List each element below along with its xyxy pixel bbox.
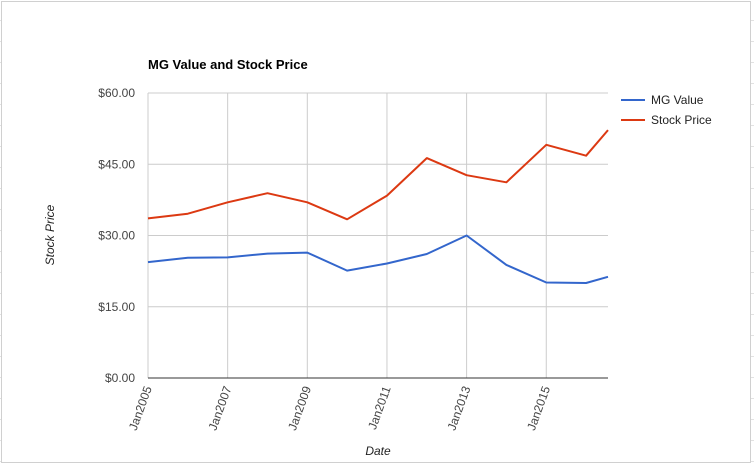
x-tick-label: Jan2011 xyxy=(365,384,394,432)
plot-grid xyxy=(147,92,608,378)
legend-label: Stock Price xyxy=(651,113,712,127)
y-axis-label: Stock Price xyxy=(43,204,57,265)
series-line-mg-value xyxy=(147,234,609,284)
y-tick-label: $30.00 xyxy=(98,229,135,243)
y-tick-label: $45.00 xyxy=(98,157,135,171)
chart-title: MG Value and Stock Price xyxy=(148,57,308,72)
y-tick-label: $0.00 xyxy=(105,371,135,385)
x-axis-tick-labels: Jan2005 Jan2007 Jan2009 Jan2011 Jan2013 Jan20… xyxy=(126,384,553,432)
x-tick-label: Jan2009 xyxy=(285,384,314,432)
line-chart: MG Value and Stock Price $0.00 $15.00 $30.… xyxy=(43,57,712,458)
legend-label: MG Value xyxy=(651,93,704,107)
chart-legend[interactable]: MG Value Stock Price xyxy=(621,93,712,127)
series-line-stock-price xyxy=(147,129,609,221)
x-tick-label: Jan2007 xyxy=(206,384,235,432)
x-tick-label: Jan2005 xyxy=(126,384,155,432)
y-axis-tick-labels: $0.00 $15.00 $30.00 $45.00 $60.00 xyxy=(98,86,135,385)
x-tick-label: Jan2013 xyxy=(445,384,474,432)
chart-container[interactable]: MG Value and Stock Price $0.00 $15.00 $30.… xyxy=(1,1,751,463)
y-tick-label: $15.00 xyxy=(98,300,135,314)
x-axis-label: Date xyxy=(365,444,391,458)
y-tick-label: $60.00 xyxy=(98,86,135,100)
x-tick-label: Jan2015 xyxy=(524,384,553,432)
data-series xyxy=(147,129,609,284)
